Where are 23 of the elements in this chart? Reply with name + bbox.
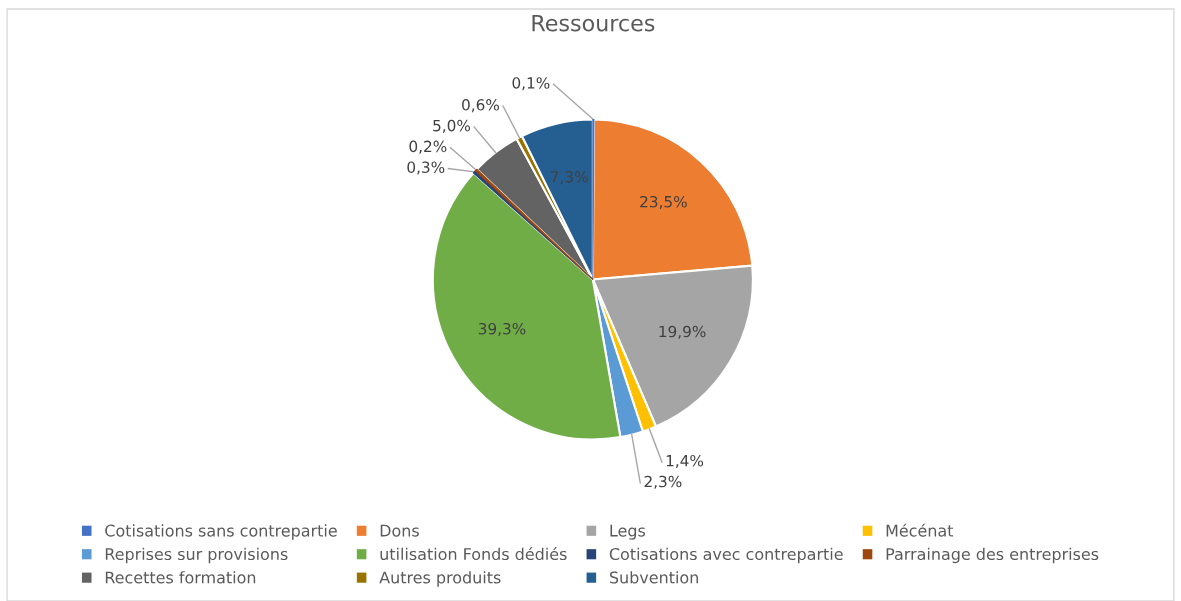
data-label: 2,3% (644, 475, 682, 489)
data-label: 0,1% (512, 77, 550, 91)
legend-label: Autres produits (379, 571, 501, 587)
data-label: 19,9% (659, 325, 706, 339)
data-label: 7,3% (551, 171, 588, 185)
legend-label: utilisation Fonds dédiés (380, 547, 567, 561)
legend-label: Subvention (609, 571, 698, 584)
legend-label: Parrainage des entreprises (886, 547, 1099, 564)
legend-label: Mécénat (886, 523, 954, 537)
chart-title: Ressources (532, 14, 655, 32)
legend-label: Dons (380, 524, 419, 537)
data-label: 1,4% (666, 454, 704, 469)
data-label: 0,6% (462, 99, 500, 113)
legend-label: Cotisations avec contrepartie (609, 547, 843, 564)
legend-label: Legs (610, 524, 646, 540)
data-label: 0,2% (409, 140, 447, 154)
legend-label: Cotisations sans contrepartie (105, 524, 337, 540)
data-label: 0,3% (407, 161, 445, 175)
data-label: 5,0% (433, 119, 471, 133)
data-label: 39,3% (478, 322, 526, 337)
legend-label: Recettes formation (105, 571, 256, 584)
legend-label: Reprises sur provisions (105, 547, 288, 564)
data-label: 23,5% (640, 195, 687, 210)
